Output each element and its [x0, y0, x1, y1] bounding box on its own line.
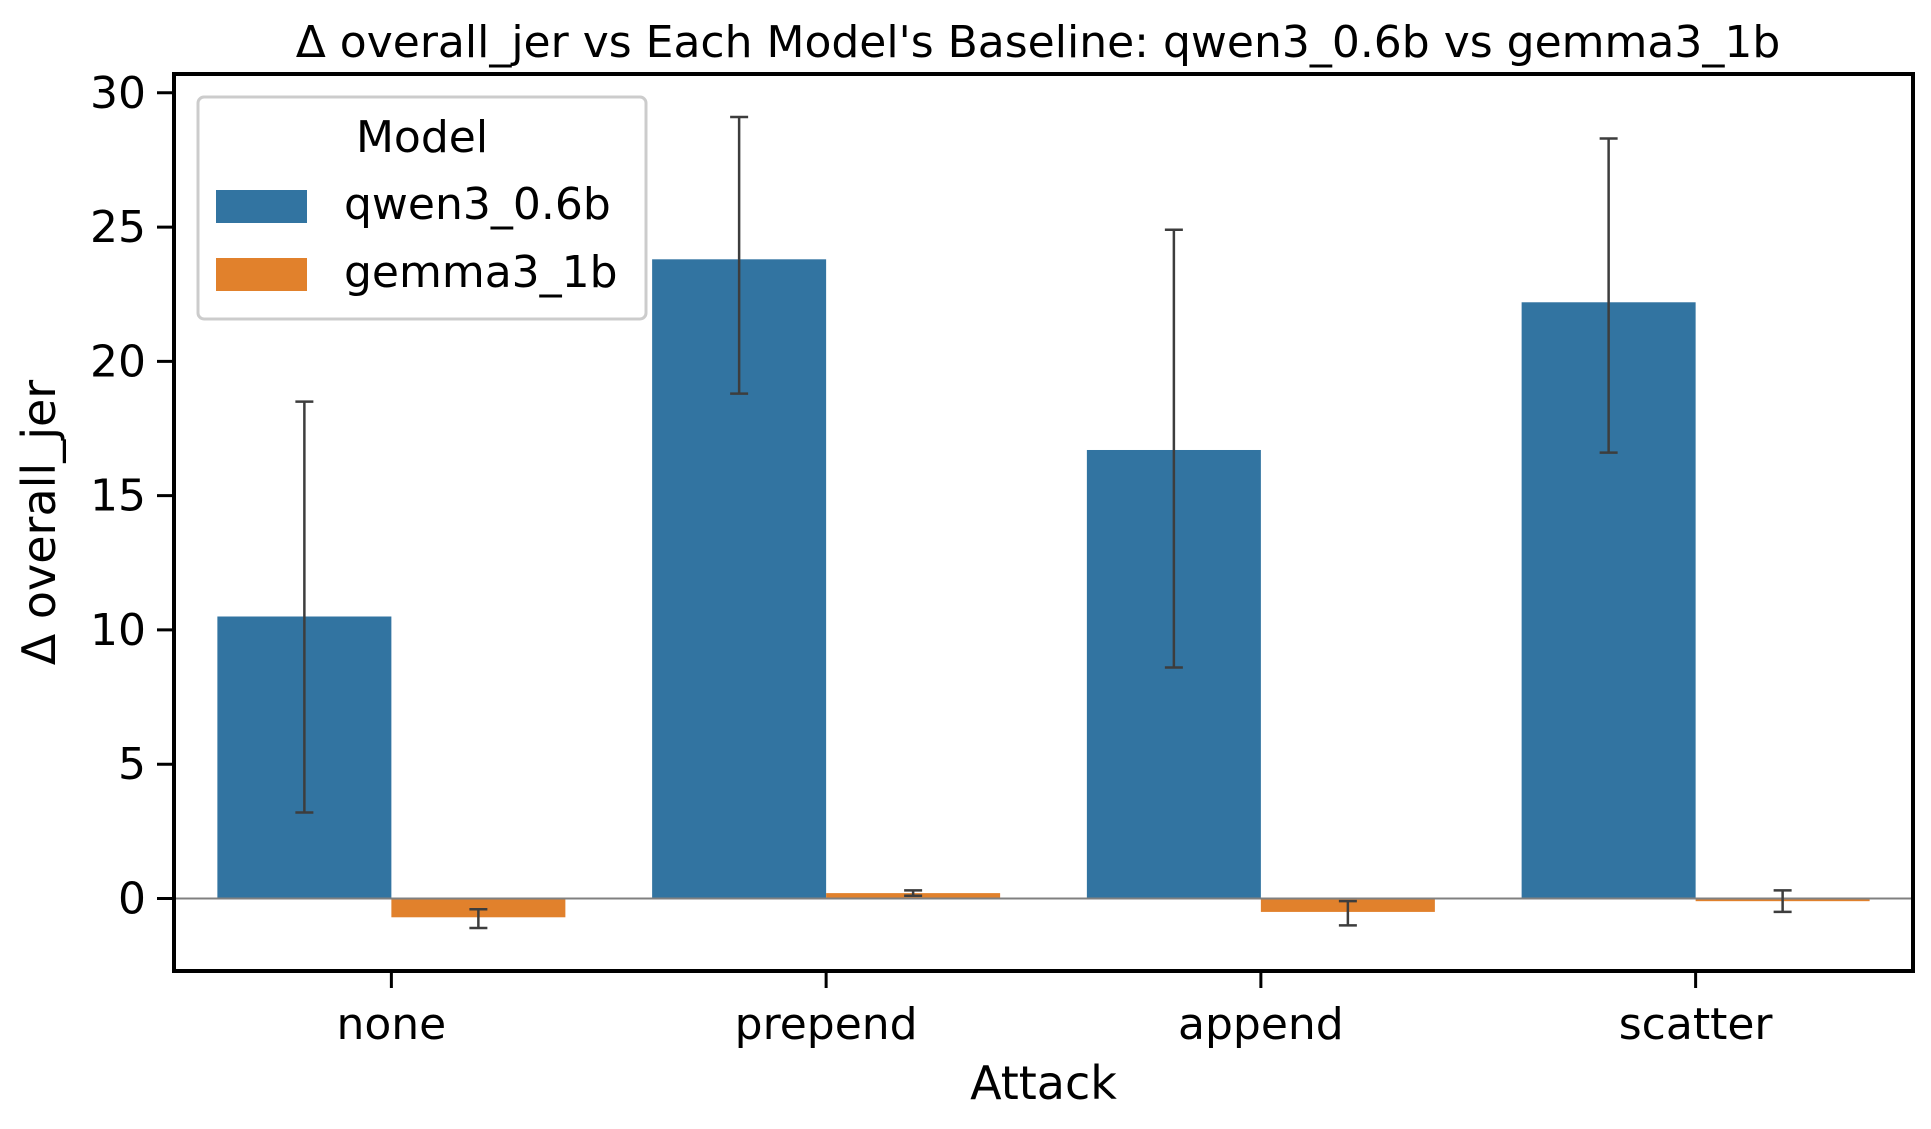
- y-tick-label-30: 30: [90, 68, 146, 119]
- x-axis: none prepend append scatter: [336, 971, 1773, 1050]
- bars-layer: [217, 259, 1870, 918]
- error-bar-qwen3_0.6b-prepend: [730, 115, 749, 395]
- error-bar-gemma3_1b-none: [469, 907, 488, 930]
- legend-swatch-gemma3_1b: [216, 258, 307, 291]
- legend-label-qwen3_0.6b: qwen3_0.6b: [344, 179, 611, 230]
- error-bar-gemma3_1b-scatter: [1773, 889, 1792, 914]
- y-tick-label-15: 15: [90, 471, 146, 522]
- error-bar-qwen3_0.6b-none: [295, 400, 314, 814]
- y-tick-label-25: 25: [90, 202, 146, 253]
- error-bars-layer: [295, 115, 1792, 930]
- y-tick-label-10: 10: [90, 605, 146, 656]
- chart-title: Δ overall_jer vs Each Model's Baseline: …: [296, 17, 1781, 68]
- legend: Model qwen3_0.6b gemma3_1b: [196, 95, 648, 321]
- legend-title: Model: [356, 112, 488, 163]
- x-tick-label-scatter: scatter: [1619, 999, 1774, 1050]
- y-axis-title: Δ overall_jer: [12, 380, 66, 665]
- y-axis: 0 5 10 15 20 25 30: [90, 68, 174, 924]
- y-tick-label-20: 20: [90, 336, 146, 387]
- error-bar-qwen3_0.6b-scatter: [1599, 137, 1618, 454]
- legend-box: [196, 95, 648, 321]
- error-bar-gemma3_1b-prepend: [904, 889, 923, 898]
- legend-label-gemma3_1b: gemma3_1b: [344, 247, 618, 298]
- error-bar-gemma3_1b-append: [1338, 899, 1357, 927]
- legend-swatch-qwen3_0.6b: [216, 190, 307, 223]
- y-tick-label-5: 5: [118, 739, 146, 790]
- plot-frame: [172, 72, 1915, 973]
- x-tick-label-append: append: [1178, 999, 1344, 1050]
- error-bar-qwen3_0.6b-append: [1164, 228, 1183, 669]
- bar-gemma3_1b-none: [391, 898, 566, 918]
- x-tick-label-prepend: prepend: [735, 999, 918, 1050]
- x-axis-title: Attack: [970, 1056, 1117, 1110]
- y-tick-label-0: 0: [118, 873, 146, 924]
- x-tick-label-none: none: [336, 999, 446, 1050]
